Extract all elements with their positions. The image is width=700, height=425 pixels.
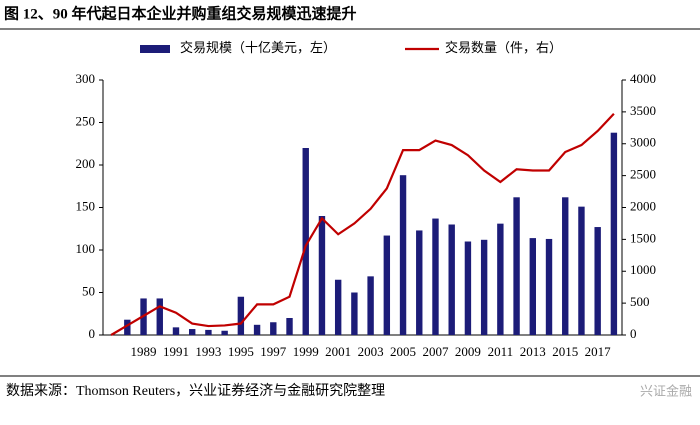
x-tick-label: 2015 bbox=[552, 344, 578, 359]
y-tick-label: 200 bbox=[76, 156, 96, 171]
y-tick-label: 300 bbox=[76, 71, 96, 86]
bar bbox=[124, 319, 131, 335]
bar bbox=[432, 218, 439, 335]
bar bbox=[562, 197, 569, 335]
bar bbox=[270, 322, 277, 335]
bar bbox=[156, 298, 163, 335]
x-tick-label: 2009 bbox=[455, 344, 481, 359]
x-tick-label: 2005 bbox=[390, 344, 416, 359]
bar bbox=[497, 223, 504, 335]
bar bbox=[237, 296, 245, 335]
x-tick-label: 1989 bbox=[131, 344, 157, 359]
bar bbox=[367, 276, 374, 335]
y-tick-label: 0 bbox=[89, 326, 96, 341]
legend-label: 交易数量（件，右） bbox=[445, 40, 562, 55]
source: 数据来源：Thomson Reuters，兴业证券经济与金融研究院整理 bbox=[6, 383, 385, 399]
y2-tick-label: 2000 bbox=[630, 198, 656, 213]
watermark: 兴证金融 bbox=[640, 384, 692, 400]
y2-tick-label: 3500 bbox=[630, 103, 656, 118]
bar bbox=[205, 329, 212, 335]
bar bbox=[529, 238, 536, 335]
bar bbox=[416, 230, 423, 335]
bar bbox=[513, 197, 520, 335]
bar bbox=[253, 324, 261, 335]
bar bbox=[464, 241, 472, 335]
y-tick-label: 100 bbox=[76, 241, 96, 256]
x-tick-label: 2013 bbox=[520, 344, 546, 359]
bar bbox=[334, 279, 342, 335]
x-tick-label: 1991 bbox=[163, 344, 189, 359]
bar bbox=[221, 330, 228, 335]
x-tick-label: 2003 bbox=[358, 344, 384, 359]
bar bbox=[480, 239, 488, 335]
x-tick-label: 1997 bbox=[260, 344, 287, 359]
y2-tick-label: 1000 bbox=[630, 262, 656, 277]
y2-tick-label: 4000 bbox=[630, 71, 656, 86]
legend-swatch bbox=[140, 45, 170, 53]
y2-tick-label: 0 bbox=[630, 326, 637, 341]
bar bbox=[172, 327, 180, 335]
y2-tick-label: 1500 bbox=[630, 230, 656, 245]
bar bbox=[610, 132, 618, 335]
x-tick-label: 2007 bbox=[422, 344, 449, 359]
y2-tick-label: 3000 bbox=[630, 135, 656, 150]
x-tick-label: 2001 bbox=[325, 344, 351, 359]
y-tick-label: 50 bbox=[82, 283, 95, 298]
chart-title: 图 12、90 年代起日本企业并购重组交易规模迅速提升 bbox=[4, 4, 357, 22]
bar bbox=[448, 224, 455, 335]
line bbox=[110, 113, 615, 336]
bar bbox=[318, 216, 326, 335]
bar bbox=[351, 292, 358, 335]
x-tick-label: 2011 bbox=[488, 344, 514, 359]
bar bbox=[286, 318, 293, 335]
bar bbox=[578, 206, 585, 335]
legend-label: 交易规模（十亿美元，左） bbox=[180, 40, 336, 55]
x-tick-label: 1995 bbox=[228, 344, 254, 359]
x-tick-label: 1999 bbox=[293, 344, 319, 359]
x-tick-label: 1993 bbox=[195, 344, 221, 359]
x-tick-label: 2017 bbox=[585, 344, 612, 359]
bar bbox=[594, 227, 601, 335]
bar bbox=[399, 175, 407, 335]
bar bbox=[302, 148, 309, 335]
y2-tick-label: 2500 bbox=[630, 167, 656, 182]
bar bbox=[545, 238, 553, 335]
y-tick-label: 250 bbox=[76, 113, 96, 128]
bar bbox=[383, 235, 391, 335]
y-tick-label: 150 bbox=[76, 198, 96, 213]
bar bbox=[189, 329, 196, 335]
y2-tick-label: 500 bbox=[630, 294, 650, 309]
